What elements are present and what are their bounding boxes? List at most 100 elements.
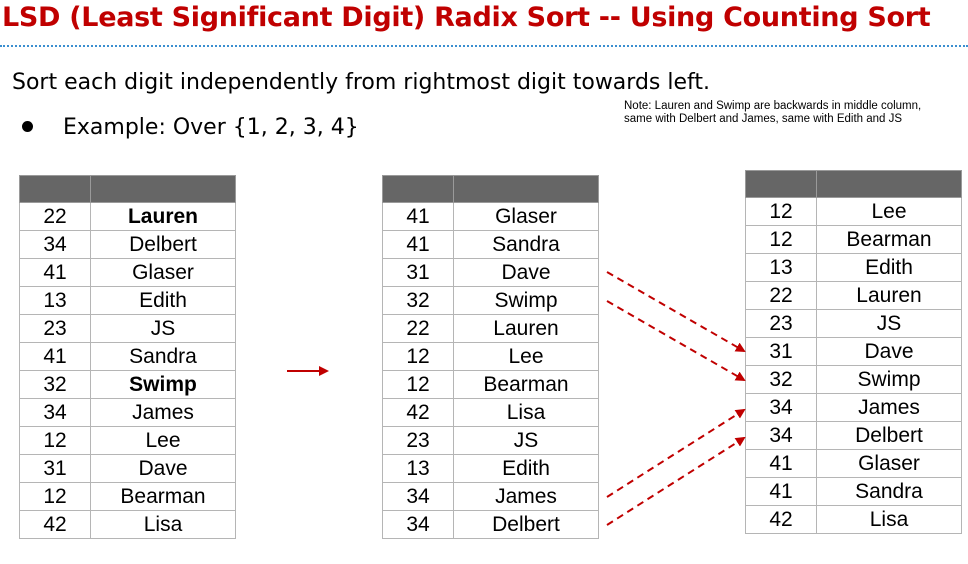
example-text: Example: Over {1, 2, 3, 4} <box>63 115 359 140</box>
table-row: 31 Dave <box>745 337 962 366</box>
table-row: 41 Glaser <box>19 258 236 287</box>
row-number: 23 <box>19 314 91 343</box>
slide-title: LSD (Least Significant Digit) Radix Sort… <box>2 2 931 33</box>
row-name: Delbert <box>90 230 236 259</box>
row-number: 12 <box>19 426 91 455</box>
row-name: Glaser <box>453 202 599 231</box>
table-row: 42 Lisa <box>745 505 962 534</box>
table-row: 34 Delbert <box>19 230 236 259</box>
subtitle: Sort each digit independently from right… <box>12 70 710 95</box>
table-row: 34 James <box>745 393 962 422</box>
row-number: 42 <box>382 398 454 427</box>
swap-arrow-swimp <box>606 300 746 381</box>
table-row: 22 Lauren <box>382 314 599 343</box>
row-number: 22 <box>19 202 91 231</box>
row-number: 23 <box>382 426 454 455</box>
swap-arrow-james <box>606 408 746 498</box>
table-row: 31 Dave <box>19 454 236 483</box>
table-row: 23 JS <box>745 309 962 338</box>
bullet-dot-icon <box>22 120 33 132</box>
table-header-row <box>745 170 962 198</box>
row-name: Lee <box>816 197 962 226</box>
table-row: 23 JS <box>382 426 599 455</box>
table-row: 42 Lisa <box>382 398 599 427</box>
row-name: Edith <box>90 286 236 315</box>
row-name: Bearman <box>816 225 962 254</box>
row-number: 31 <box>382 258 454 287</box>
row-name: Delbert <box>453 510 599 539</box>
table-row: 34 Delbert <box>745 421 962 450</box>
table-header-row <box>382 175 599 203</box>
name-header <box>453 175 599 203</box>
row-number: 34 <box>745 393 817 422</box>
row-number: 42 <box>745 505 817 534</box>
row-name: Sandra <box>90 342 236 371</box>
table-row: 12 Bearman <box>382 370 599 399</box>
table-row: 41 Sandra <box>19 342 236 371</box>
row-number: 12 <box>382 370 454 399</box>
table-row: 41 Glaser <box>745 449 962 478</box>
row-number: 41 <box>382 202 454 231</box>
row-number: 34 <box>19 230 91 259</box>
table-unsorted: 22 Lauren 34 Delbert 41 Glaser 13 Edith 23 JS 41 Sa… <box>19 175 236 539</box>
row-name: JS <box>453 426 599 455</box>
row-name: Lisa <box>90 510 236 539</box>
row-number: 22 <box>382 314 454 343</box>
table-sorted-ones-digit: 41 Glaser 41 Sandra 31 Dave 32 Swimp 22 Lauren 12 L… <box>382 175 599 539</box>
num-header <box>19 175 91 203</box>
table-row: 13 Edith <box>382 454 599 483</box>
table-row: 32 Swimp <box>19 370 236 399</box>
swap-arrow-dave <box>606 271 746 352</box>
row-number: 42 <box>19 510 91 539</box>
row-name: JS <box>816 309 962 338</box>
row-name: Dave <box>453 258 599 287</box>
table-row: 23 JS <box>19 314 236 343</box>
table-row: 22 Lauren <box>19 202 236 231</box>
title-divider <box>0 45 968 47</box>
name-header <box>816 170 962 198</box>
name-header <box>90 175 236 203</box>
row-number: 13 <box>382 454 454 483</box>
row-number: 34 <box>745 421 817 450</box>
table-row: 32 Swimp <box>745 365 962 394</box>
table-row: 12 Lee <box>19 426 236 455</box>
row-number: 41 <box>382 230 454 259</box>
row-name: JS <box>90 314 236 343</box>
row-name: Lisa <box>453 398 599 427</box>
table-row: 31 Dave <box>382 258 599 287</box>
row-number: 41 <box>19 258 91 287</box>
row-name: James <box>90 398 236 427</box>
row-number: 31 <box>745 337 817 366</box>
row-name: Lisa <box>816 505 962 534</box>
row-name: Lauren <box>453 314 599 343</box>
row-name: Bearman <box>453 370 599 399</box>
row-name: Lee <box>90 426 236 455</box>
table-row: 32 Swimp <box>382 286 599 315</box>
row-number: 31 <box>19 454 91 483</box>
row-name: Glaser <box>816 449 962 478</box>
row-name: Lauren <box>90 202 236 231</box>
swap-arrow-delbert <box>606 436 746 526</box>
row-number: 34 <box>382 482 454 511</box>
table-row: 12 Bearman <box>745 225 962 254</box>
table-row: 13 Edith <box>19 286 236 315</box>
row-number: 41 <box>19 342 91 371</box>
table-row: 42 Lisa <box>19 510 236 539</box>
note-text: Note: Lauren and Swimp are backwards in … <box>624 100 922 125</box>
row-name: Edith <box>453 454 599 483</box>
table-row: 34 James <box>19 398 236 427</box>
table-sorted-tens-digit: 12 Lee 12 Bearman 13 Edith 22 Lauren 23 JS 31 Dave 3… <box>745 170 962 534</box>
row-name: Glaser <box>90 258 236 287</box>
num-header <box>745 170 817 198</box>
row-number: 41 <box>745 449 817 478</box>
example-bullet: Example: Over {1, 2, 3, 4} <box>22 115 359 140</box>
table-row: 34 Delbert <box>382 510 599 539</box>
table-header-row <box>19 175 236 203</box>
row-name: Dave <box>816 337 962 366</box>
table-row: 41 Glaser <box>382 202 599 231</box>
row-name: James <box>816 393 962 422</box>
row-number: 12 <box>745 225 817 254</box>
row-name: Swimp <box>816 365 962 394</box>
row-name: Swimp <box>453 286 599 315</box>
